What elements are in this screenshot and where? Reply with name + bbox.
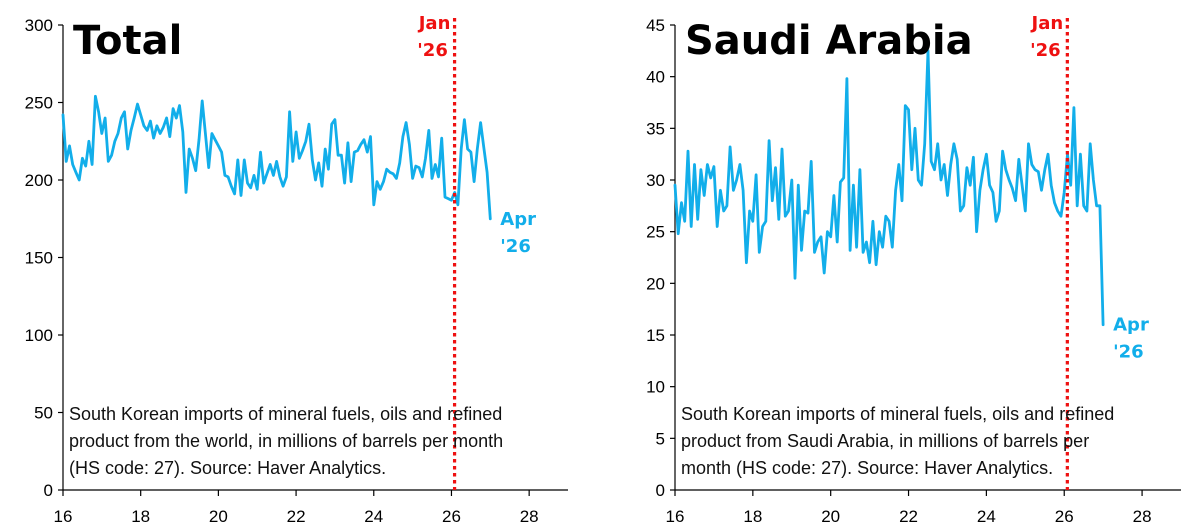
y-tick-label: 0 bbox=[656, 481, 665, 500]
source-note-line: product from the world, in millions of b… bbox=[69, 431, 503, 451]
y-tick-label: 250 bbox=[25, 94, 53, 113]
y-tick-label: 30 bbox=[646, 171, 665, 190]
y-tick-label: 150 bbox=[25, 249, 53, 268]
chart-title: Saudi Arabia bbox=[685, 18, 973, 64]
marker-label-line1: Jan bbox=[417, 13, 451, 34]
x-tick-label: 28 bbox=[1133, 507, 1152, 526]
y-tick-label: 300 bbox=[25, 16, 53, 35]
source-note-line: product from Saudi Arabia, in millions o… bbox=[681, 431, 1089, 451]
source-note-line: South Korean imports of mineral fuels, o… bbox=[69, 404, 502, 424]
x-tick-label: 16 bbox=[666, 507, 685, 526]
source-note-line: month (HS code: 27). Source: Haver Analy… bbox=[681, 458, 1053, 478]
y-tick-label: 200 bbox=[25, 171, 53, 190]
x-tick-label: 22 bbox=[287, 507, 306, 526]
chart-title: Total bbox=[73, 18, 182, 64]
x-tick-label: 18 bbox=[131, 507, 150, 526]
end-label-line1: Apr bbox=[1113, 315, 1149, 336]
end-label-line2: '26 bbox=[500, 236, 531, 257]
y-tick-label: 0 bbox=[44, 481, 53, 500]
y-tick-label: 35 bbox=[646, 119, 665, 138]
x-tick-label: 16 bbox=[54, 507, 73, 526]
marker-label-line2: '26 bbox=[417, 40, 448, 61]
x-tick-label: 24 bbox=[364, 507, 383, 526]
series-line bbox=[673, 49, 1105, 327]
y-tick-label: 20 bbox=[646, 274, 665, 293]
y-tick-label: 45 bbox=[646, 16, 665, 35]
chart-panel-saudi-arabia: 0 5 10 15 20 25 30 35 40 45 16 18 20 22 24 26 28 Jan '26 Ap… bbox=[646, 13, 1181, 526]
y-tick-label: 40 bbox=[646, 68, 665, 87]
marker-label-line2: '26 bbox=[1030, 40, 1061, 61]
source-note-line: (HS code: 27). Source: Haver Analytics. bbox=[69, 458, 386, 478]
x-tick-label: 24 bbox=[977, 507, 996, 526]
end-label-line2: '26 bbox=[1113, 342, 1144, 363]
y-tick-label: 10 bbox=[646, 378, 665, 397]
marker-label-line1: Jan bbox=[1030, 13, 1064, 34]
end-label-line1: Apr bbox=[500, 209, 536, 230]
y-tick-label: 25 bbox=[646, 223, 665, 242]
x-tick-label: 22 bbox=[899, 507, 918, 526]
x-tick-label: 28 bbox=[520, 507, 539, 526]
x-tick-label: 26 bbox=[1055, 507, 1074, 526]
x-tick-label: 26 bbox=[442, 507, 461, 526]
source-note-line: South Korean imports of mineral fuels, o… bbox=[681, 404, 1114, 424]
y-tick-label: 15 bbox=[646, 326, 665, 345]
y-tick-label: 50 bbox=[34, 404, 53, 423]
x-tick-label: 20 bbox=[821, 507, 840, 526]
x-tick-label: 18 bbox=[743, 507, 762, 526]
chart-panel-total: 0 50 100 150 200 250 300 16 18 20 22 24 26 28 Jan '26 Ap… bbox=[25, 13, 568, 526]
y-tick-label: 5 bbox=[656, 429, 665, 448]
y-tick-label: 100 bbox=[25, 326, 53, 345]
series-line bbox=[61, 94, 492, 221]
x-tick-label: 20 bbox=[209, 507, 228, 526]
